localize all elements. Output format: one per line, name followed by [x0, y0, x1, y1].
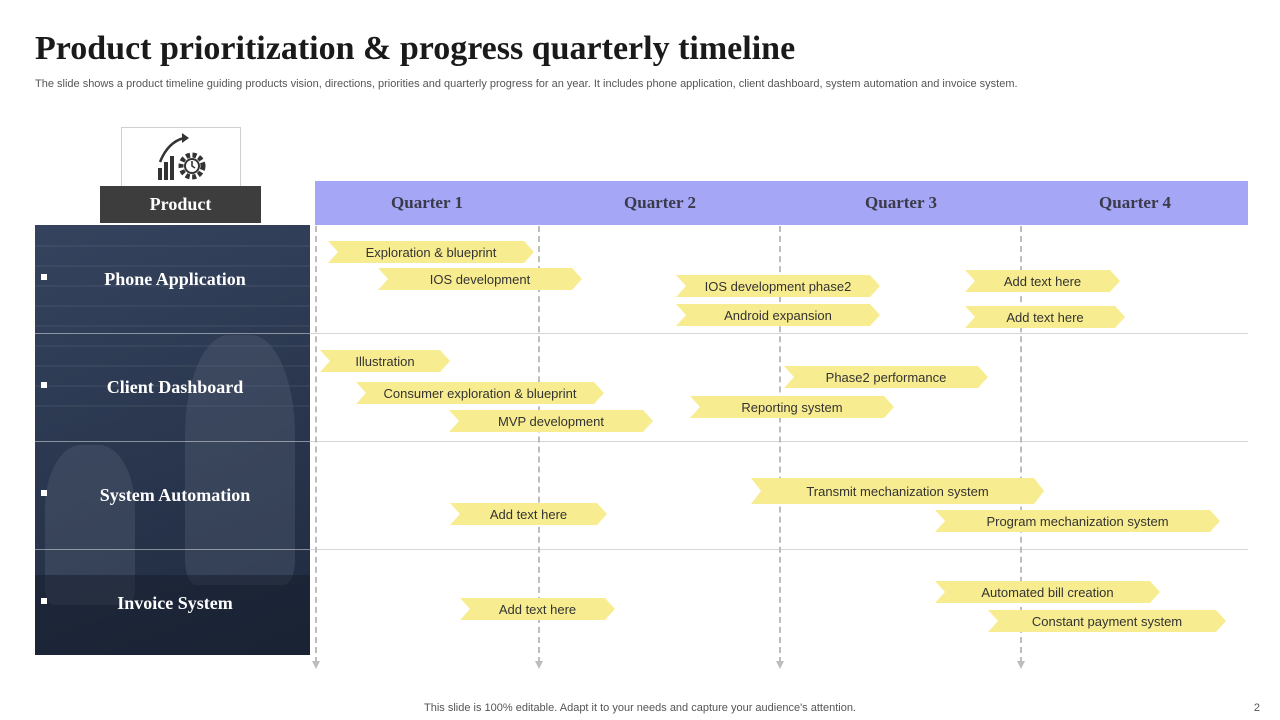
task-tag: Add text here [450, 503, 607, 525]
row-divider [35, 549, 310, 550]
slide-subtitle: The slide shows a product timeline guidi… [35, 78, 1018, 90]
task-tag: IOS development [378, 268, 582, 290]
quarter-boundary-line [538, 226, 540, 663]
task-tag: Reporting system [690, 396, 894, 418]
quarter-2-label: Quarter 2 [624, 193, 696, 212]
background-stripe [35, 245, 310, 247]
quarter-1-label: Quarter 1 [391, 193, 463, 212]
quarter-4-label: Quarter 4 [1099, 193, 1171, 212]
task-tag: Add text here [965, 270, 1120, 292]
background-stripe [35, 265, 310, 267]
row-bullet [41, 490, 47, 496]
task-tag: Automated bill creation [935, 581, 1160, 603]
row-label-client-dashboard: Client Dashboard [106, 377, 244, 397]
product-column-header: Product [100, 186, 261, 223]
row-label-panel: Phone Application Client Dashboard Syste… [35, 225, 310, 655]
background-stripe [35, 305, 310, 307]
task-tag: Program mechanization system [935, 510, 1220, 532]
background-stripe [35, 385, 310, 387]
background-stripe [35, 325, 310, 327]
product-icon-box [121, 127, 241, 187]
quarter-boundary-line [779, 226, 781, 663]
row-divider [35, 441, 310, 442]
task-tag: Transmit mechanization system [751, 478, 1044, 504]
quarter-boundary-line [1020, 226, 1022, 663]
background-table [35, 575, 310, 655]
quarter-boundary-line [315, 226, 317, 663]
down-arrow-icon [776, 661, 784, 669]
task-tag: Phase2 performance [784, 366, 988, 388]
row-label-system-automation: System Automation [99, 485, 251, 505]
quarter-3-label: Quarter 3 [865, 193, 937, 212]
task-tag: Constant payment system [988, 610, 1226, 632]
background-figure [185, 335, 295, 585]
task-tag: Add text here [965, 306, 1125, 328]
task-tag: MVP development [449, 410, 653, 432]
page-number: 2 [1253, 702, 1260, 714]
task-tag: Android expansion [676, 304, 880, 326]
task-tag: Add text here [460, 598, 615, 620]
row-bullet [41, 274, 47, 280]
gear-growth-icon [158, 133, 206, 180]
down-arrow-icon [1017, 661, 1025, 669]
task-tag: Illustration [320, 350, 450, 372]
background-stripe [35, 405, 310, 407]
row-bullet [41, 382, 47, 388]
task-tag: IOS development phase2 [676, 275, 880, 297]
footer-note: This slide is 100% editable. Adapt it to… [424, 702, 856, 714]
row-bullet [41, 598, 47, 604]
down-arrow-icon [535, 661, 543, 669]
background-stripe [35, 345, 310, 347]
task-tag: Consumer exploration & blueprint [356, 382, 604, 404]
task-tag: Exploration & blueprint [328, 241, 534, 263]
background-stripe [35, 285, 310, 287]
row-label-phone-application: Phone Application [104, 269, 246, 289]
row-label-invoice-system: Invoice System [117, 593, 233, 613]
background-stripe [35, 365, 310, 367]
slide-title: Product prioritization & progress quarte… [35, 30, 796, 67]
down-arrow-icon [312, 661, 320, 669]
row-divider [35, 333, 310, 334]
quarter-header-bar: Quarter 1 Quarter 2 Quarter 3 Quarter 4 [315, 181, 1248, 225]
